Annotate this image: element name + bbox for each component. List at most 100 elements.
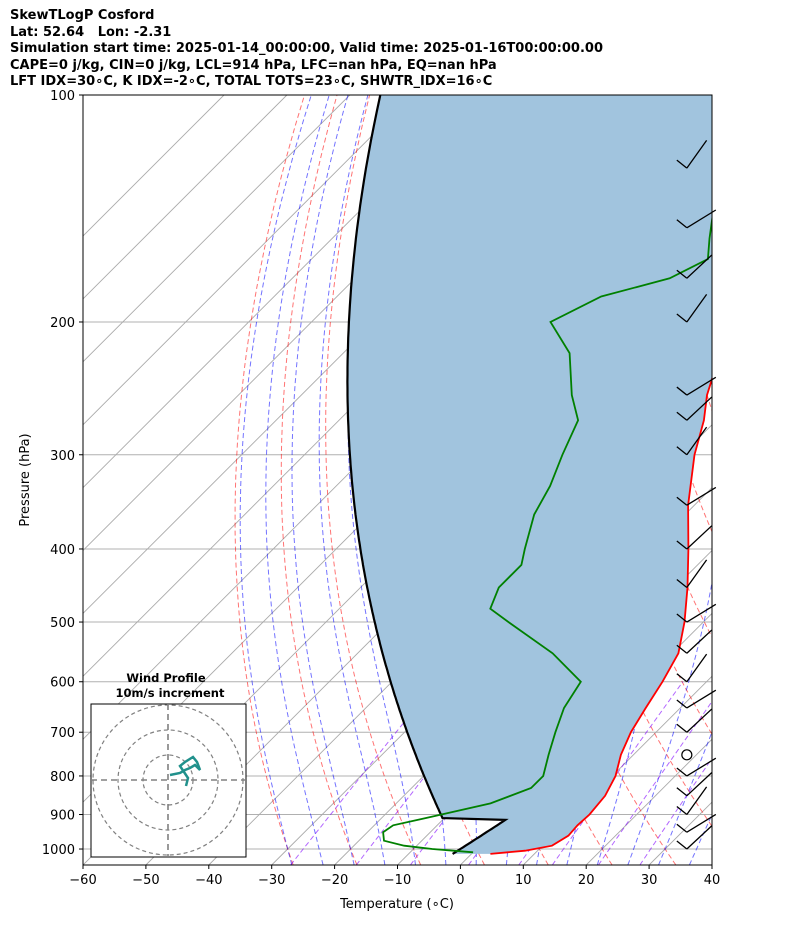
barb-staff bbox=[686, 825, 713, 850]
wind-barb bbox=[676, 486, 717, 506]
cape-cin-fill bbox=[347, 95, 712, 854]
barb-flag bbox=[676, 496, 688, 506]
wind-barb bbox=[676, 140, 708, 169]
x-tick-label: 20 bbox=[578, 873, 595, 888]
x-axis-label: Temperature (∘C) bbox=[339, 897, 454, 912]
moist-adiabat-line bbox=[658, 730, 712, 865]
parcel-profile-line bbox=[346, 95, 509, 855]
wind-barb bbox=[676, 786, 708, 816]
barb-flag bbox=[676, 787, 688, 797]
hodograph-subtitle: 10m/s increment bbox=[116, 686, 225, 700]
barb-flag bbox=[676, 806, 688, 816]
x-tick-label: −10 bbox=[384, 873, 411, 888]
barb-flag bbox=[676, 540, 688, 550]
barb-staff bbox=[686, 209, 717, 229]
wind-barb bbox=[676, 629, 713, 654]
profiles bbox=[346, 95, 712, 855]
barb-flag bbox=[676, 313, 688, 323]
hodograph-title: Wind Profile bbox=[126, 671, 206, 685]
isotherm-line bbox=[83, 95, 351, 363]
wind-barb bbox=[676, 254, 713, 279]
y-tick-label: 1000 bbox=[42, 843, 75, 858]
x-tick-label: −40 bbox=[195, 873, 222, 888]
y-tick-label: 300 bbox=[50, 449, 75, 464]
y-tick-label: 400 bbox=[50, 543, 75, 558]
isotherm-line bbox=[711, 864, 712, 865]
time-line: Simulation start time: 2025-01-14_00:00:… bbox=[10, 41, 603, 56]
barb-flag bbox=[676, 159, 688, 169]
x-tick-label: −20 bbox=[321, 873, 348, 888]
moist-adiabat-line bbox=[627, 95, 712, 865]
isotherm-line bbox=[522, 675, 712, 865]
isotherm-line bbox=[83, 95, 225, 237]
moist-adiabat-line bbox=[291, 95, 355, 865]
index-line: LFT IDX=30∘C, K IDX=-2∘C, TOTAL TOTS=23∘… bbox=[10, 74, 493, 89]
cape-line: CAPE=0 j/kg, CIN=0 j/kg, LCL=914 hPa, LF… bbox=[10, 57, 497, 73]
barb-flag bbox=[676, 644, 688, 654]
x-tick-label: −50 bbox=[132, 873, 159, 888]
barb-staff bbox=[686, 653, 708, 683]
dry-adiabat-line bbox=[761, 95, 794, 865]
axes: −60 −50 −40 −30 −20 −10 0 10 20 30 40 1000 900 800 700… bbox=[42, 89, 720, 888]
barb-flag bbox=[676, 411, 688, 421]
barb-staff bbox=[686, 757, 717, 777]
y-tick-label: 700 bbox=[50, 726, 75, 741]
hodograph-inset: Wind Profile 10m/s increment bbox=[90, 671, 247, 858]
temperature-line bbox=[490, 376, 712, 855]
wind-barb bbox=[676, 559, 708, 589]
barb-staff bbox=[686, 772, 713, 797]
moist-adiabat-line bbox=[239, 95, 312, 865]
barb-staff bbox=[686, 629, 713, 654]
barb-staff bbox=[686, 254, 713, 279]
barb-staff bbox=[686, 293, 708, 323]
barb-staff bbox=[686, 525, 713, 550]
x-tick-label: 30 bbox=[641, 873, 658, 888]
wind-barb bbox=[676, 426, 708, 456]
barb-flag bbox=[676, 579, 688, 589]
barb-flag bbox=[676, 840, 688, 850]
barb-flag bbox=[676, 446, 688, 456]
barb-flag bbox=[676, 386, 688, 396]
barb-staff bbox=[686, 689, 717, 709]
moist-adiabat-line bbox=[720, 95, 794, 865]
moist-adiabat-line bbox=[265, 95, 330, 865]
hodograph-trace bbox=[169, 755, 202, 787]
wind-barbs bbox=[676, 140, 717, 850]
wind-barb bbox=[676, 757, 717, 777]
x-tick-label: 10 bbox=[515, 873, 532, 888]
y-tick-label: 600 bbox=[50, 676, 75, 691]
wind-barb bbox=[681, 749, 693, 761]
y-axis-label: Pressure (hPa) bbox=[18, 433, 33, 526]
moist-adiabat-line bbox=[318, 95, 386, 865]
barb-staff bbox=[686, 486, 717, 506]
barb-flag bbox=[676, 219, 688, 229]
dry-adiabat-line bbox=[728, 95, 794, 865]
barb-staff bbox=[686, 813, 717, 833]
x-tick-label: −60 bbox=[69, 873, 96, 888]
barb-flag bbox=[676, 613, 688, 623]
wind-barb bbox=[676, 603, 717, 623]
y-tick-label: 500 bbox=[50, 616, 75, 631]
barb-staff bbox=[686, 140, 708, 169]
wind-barb bbox=[676, 376, 717, 396]
barb-flag bbox=[676, 699, 688, 709]
x-tick-label: 0 bbox=[456, 873, 464, 888]
wind-barb bbox=[676, 209, 717, 229]
calm-wind-circle bbox=[681, 749, 693, 761]
barb-flag bbox=[676, 723, 688, 733]
wind-barb bbox=[676, 825, 713, 850]
dewpoint-line bbox=[382, 215, 712, 854]
barb-flag bbox=[676, 269, 688, 279]
barb-staff bbox=[686, 376, 717, 396]
dry-adiabat-line bbox=[234, 95, 305, 865]
wind-barb bbox=[676, 689, 717, 709]
isotherm-line bbox=[775, 95, 794, 865]
y-tick-label: 100 bbox=[50, 89, 75, 104]
barb-staff bbox=[686, 426, 708, 456]
location-line: Lat: 52.64 Lon: -2.31 bbox=[10, 24, 172, 40]
y-tick-label: 800 bbox=[50, 770, 75, 785]
barb-flag bbox=[676, 673, 688, 683]
barb-staff bbox=[686, 603, 717, 623]
dry-adiabat-line bbox=[662, 95, 712, 413]
